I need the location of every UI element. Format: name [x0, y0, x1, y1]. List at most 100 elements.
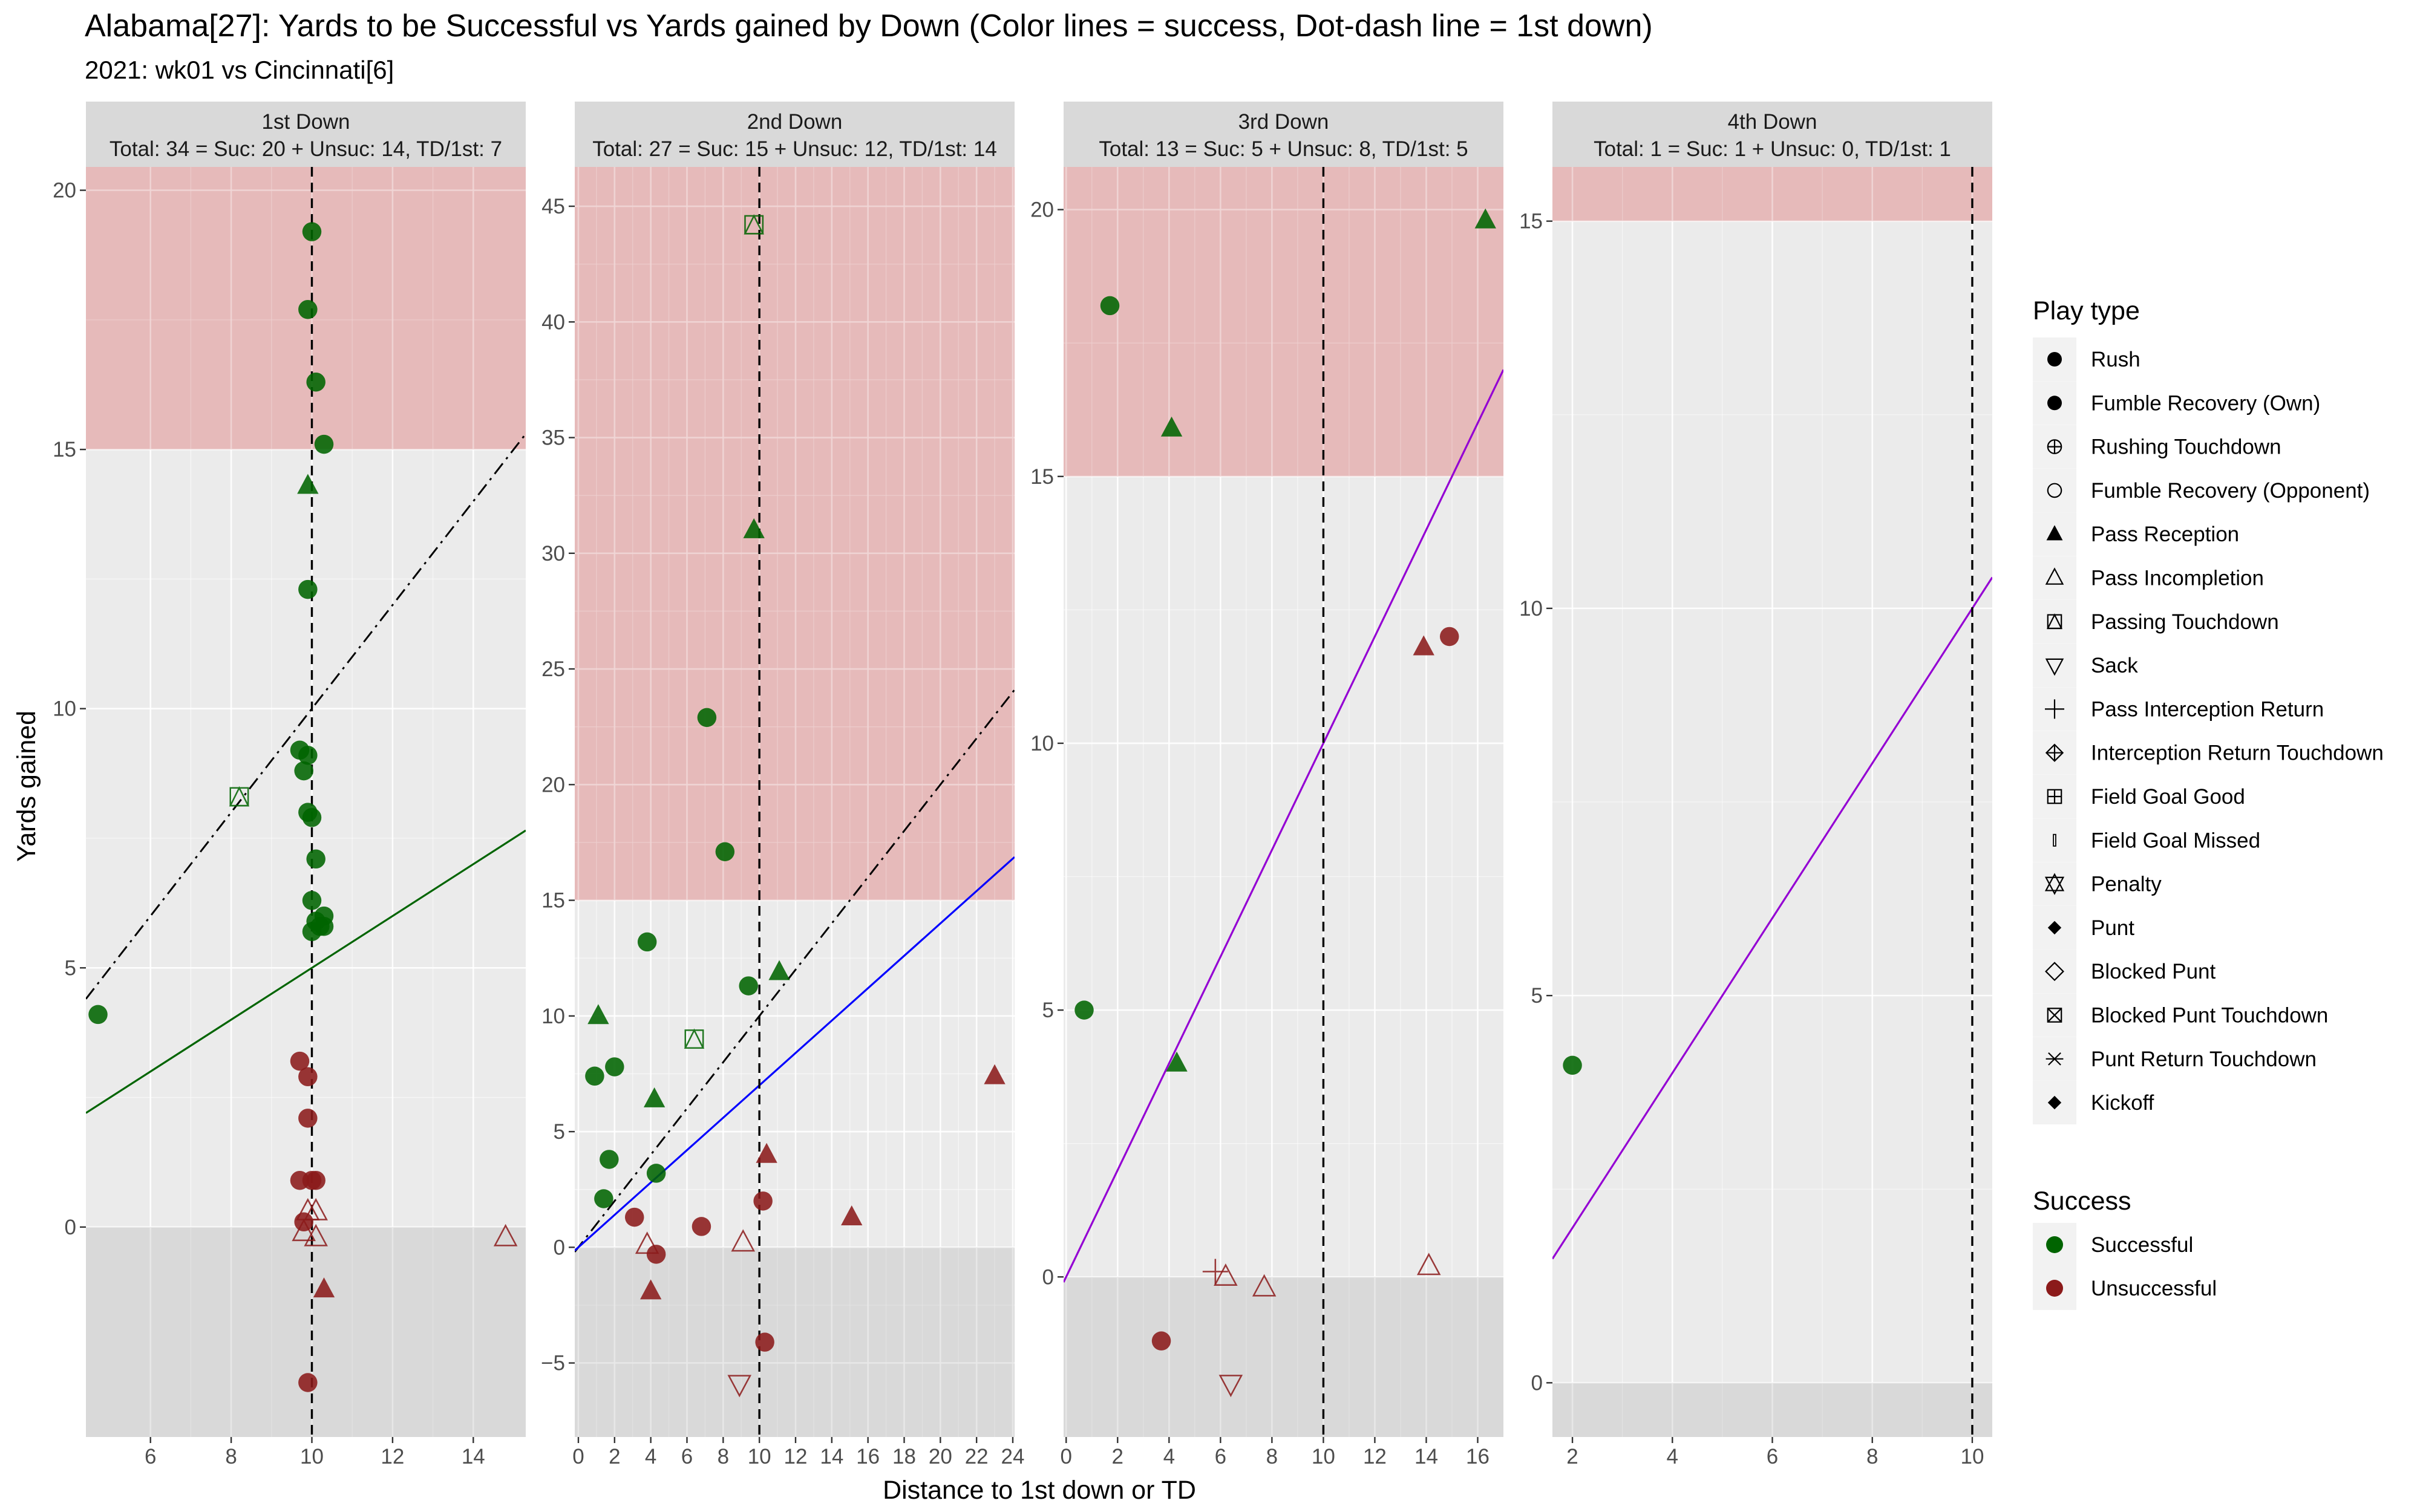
- y-tick-label-3rd-down: 15: [1030, 465, 1054, 489]
- legend-label: Penalty: [2091, 873, 2162, 896]
- points-2nd-down: [585, 214, 1006, 1398]
- points-1st-down: [88, 222, 518, 1392]
- legend-label: Field Goal Good: [2091, 785, 2245, 809]
- x-tick-label-3rd-down: 4: [1163, 1445, 1175, 1468]
- point-2nd-down-25: [639, 1279, 662, 1300]
- point-2nd-down-6: [768, 960, 790, 980]
- point-2nd-down-12: [643, 1087, 666, 1107]
- point-1st-down-34: [298, 1373, 318, 1392]
- legend-label: Unsuccessful: [2091, 1277, 2217, 1300]
- legend-label: Punt Return Touchdown: [2091, 1048, 2317, 1071]
- x-tick-label-3rd-down: 6: [1215, 1445, 1226, 1468]
- legend-item-interception-return-touchdown: Interception Return Touchdown: [2033, 731, 2384, 775]
- point-2nd-down-13: [600, 1150, 619, 1169]
- plus-icon: [2045, 699, 2064, 719]
- point-2nd-down-18: [753, 1191, 773, 1211]
- asterisk-icon: [2046, 1052, 2064, 1066]
- y-tick-label-3rd-down: 5: [1042, 999, 1054, 1022]
- point-3rd-down-10: [1214, 1263, 1238, 1286]
- point-1st-down-21: [290, 1051, 310, 1071]
- legend-title-play-type: Play type: [2033, 296, 2140, 325]
- point-2nd-down-20: [624, 1207, 644, 1227]
- y-tick-label-2nd-down: 30: [541, 542, 565, 565]
- y-tick-label-2nd-down: 5: [554, 1120, 565, 1144]
- y-tick-label-2nd-down: 35: [541, 426, 565, 450]
- point-3rd-down-9: [1202, 1259, 1228, 1285]
- point-3rd-down-11: [1252, 1274, 1277, 1297]
- y-tick-label-4th-down: 0: [1531, 1371, 1543, 1395]
- point-2nd-down-10: [605, 1057, 624, 1077]
- axis-ticks-3rd-down: 0 2 4 6 8 10 12 14 16 0 5 10 15 20: [1030, 198, 1490, 1468]
- y-tick-label-1st-down: 0: [65, 1216, 76, 1239]
- circle-filled-icon: [2047, 396, 2062, 411]
- point-4th-down-1: [1563, 1055, 1582, 1075]
- x-tick-label-2nd-down: 20: [929, 1445, 952, 1468]
- star-of-david-icon: [2044, 873, 2065, 895]
- point-1st-down-19: [302, 922, 322, 942]
- legend-label: Punt: [2091, 916, 2134, 940]
- y-tick-label-2nd-down: 0: [554, 1236, 565, 1259]
- strip-title-3rd-down: 3rd Down: [1238, 110, 1329, 134]
- point-2nd-down-2: [743, 518, 765, 538]
- y-axis-title: Yards gained: [12, 711, 41, 862]
- point-1st-down-31: [304, 1224, 328, 1246]
- point-1st-down-10: [229, 786, 250, 807]
- point-2nd-down-14: [646, 1164, 666, 1183]
- x-tick-label-3rd-down: 10: [1312, 1445, 1335, 1468]
- legend-title-success: Success: [2033, 1187, 2131, 1216]
- legend-label: Blocked Punt: [2091, 960, 2216, 983]
- legend-item-fumble-recovery-opponent: Fumble Recovery (Opponent): [2033, 468, 2370, 512]
- circle-filled-icon: [2046, 1280, 2063, 1297]
- strip-summary-3rd-down: Total: 13 = Suc: 5 + Unsuc: 8, TD/1st: 5: [1099, 137, 1468, 161]
- y-tick-label-1st-down: 10: [53, 697, 76, 721]
- point-2nd-down-17: [756, 1142, 777, 1163]
- x-tick-label-1st-down: 6: [145, 1445, 156, 1468]
- x-tick-label-1st-down: 8: [225, 1445, 237, 1468]
- y-tick-label-3rd-down: 10: [1030, 732, 1054, 755]
- point-2nd-down-5: [637, 932, 657, 952]
- legend-item-rush: Rush: [2033, 337, 2140, 381]
- axis-ticks-1st-down: 6 8 10 12 14 0 5 10 15 20: [53, 179, 485, 1468]
- legend-item-passing-touchdown: Passing Touchdown: [2033, 599, 2279, 644]
- point-1st-down-30: [292, 1219, 316, 1242]
- x-tick-label-3rd-down: 14: [1414, 1445, 1438, 1468]
- first-down-line-1st-down: [86, 433, 526, 1000]
- point-1st-down-14: [302, 891, 322, 910]
- point-1st-down-12: [298, 803, 318, 822]
- x-tick-label-2nd-down: 24: [1001, 1445, 1025, 1468]
- point-3rd-down-6: [1439, 627, 1459, 647]
- legend-item-successful: Successful: [2033, 1223, 2193, 1266]
- point-2nd-down-1: [744, 214, 764, 235]
- thin-bar-icon: [2053, 833, 2056, 847]
- reference-lines-3rd-down: [1064, 167, 1503, 1437]
- band-15-plus-overlay-3rd-down: [1064, 167, 1503, 477]
- point-2nd-down-22: [731, 1229, 756, 1252]
- triangle-down-open-icon: [2045, 658, 2064, 676]
- facet-panels: 1st Down Total: 34 = Suc: 20 + Unsuc: 14,…: [53, 102, 1992, 1468]
- point-3rd-down-3: [1160, 416, 1183, 437]
- x-tick-label-2nd-down: 22: [965, 1445, 989, 1468]
- success-line-2nd-down: [575, 856, 1015, 1251]
- panel-3rd-down: 3rd Down Total: 13 = Suc: 5 + Unsuc: 8, T…: [1030, 102, 1503, 1468]
- circle-open-icon: [2047, 483, 2062, 498]
- point-2nd-down-3: [697, 708, 717, 728]
- diamond-open-icon: [2045, 962, 2064, 982]
- point-3rd-down-5: [1166, 1051, 1188, 1072]
- x-tick-label-4th-down: 2: [1566, 1445, 1578, 1468]
- point-1st-down-22: [298, 1067, 318, 1087]
- band-15-plus-overlay-4th-down: [1552, 167, 1992, 221]
- band-negative-overlay-1st-down: [86, 1227, 526, 1437]
- strip-3rd-down: [1064, 102, 1503, 167]
- legend-label: Fumble Recovery (Opponent): [2091, 479, 2370, 503]
- chart-title: Alabama[27]: Yards to be Successful vs Y…: [85, 8, 1653, 44]
- point-2nd-down-24: [646, 1245, 666, 1264]
- y-tick-label-2nd-down: 25: [541, 657, 565, 681]
- point-1st-down-8: [298, 746, 318, 765]
- strip-summary-2nd-down: Total: 27 = Suc: 15 + Unsuc: 12, TD/1st:…: [592, 137, 997, 161]
- y-tick-label-2nd-down: −5: [541, 1352, 565, 1375]
- legend-label: Fumble Recovery (Own): [2091, 391, 2320, 415]
- legend-label: Sack: [2091, 654, 2138, 677]
- success-line-3rd-down: [1064, 369, 1503, 1283]
- x-tick-label-3rd-down: 8: [1266, 1445, 1278, 1468]
- square-x-icon: [2047, 1008, 2062, 1023]
